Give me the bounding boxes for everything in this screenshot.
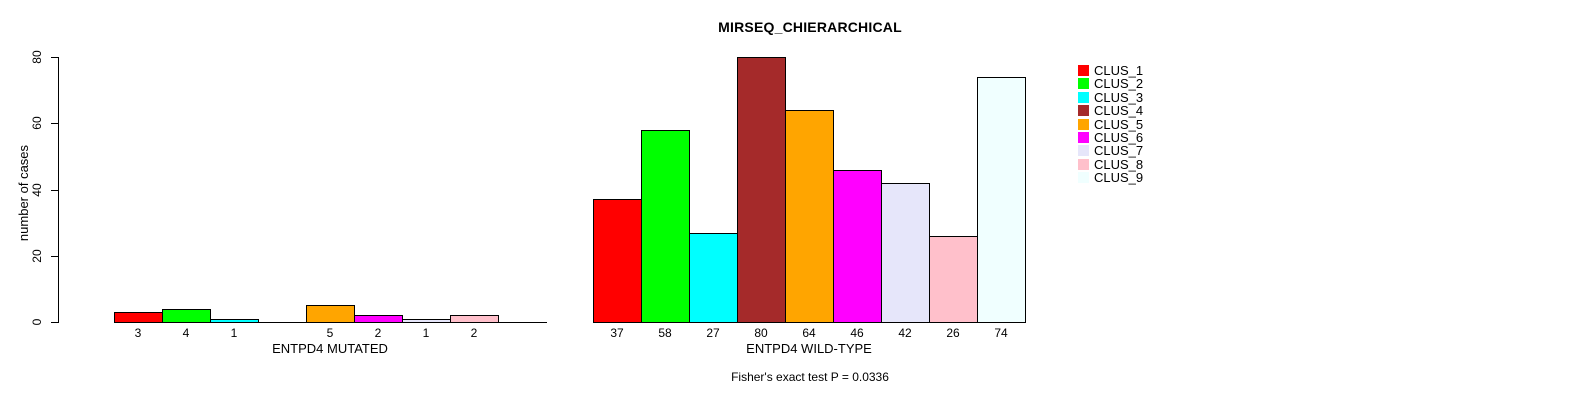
legend-label-clus-8: CLUS_8 <box>1094 157 1144 172</box>
x-axis-group-label-wildtype: ENTPD4 WILD-TYPE <box>746 341 872 356</box>
x-axis-group-label-mutated: ENTPD4 MUTATED <box>272 341 388 356</box>
chart-title: MIRSEQ_CHIERARCHICAL <box>718 19 902 35</box>
bar-value-label: 4 <box>182 326 190 340</box>
legend-swatch-clus-5 <box>1078 119 1089 130</box>
bar-value-label: 74 <box>994 326 1008 340</box>
legend-swatch-clus-4 <box>1078 105 1089 116</box>
bar-mutated-clus-5 <box>306 305 355 323</box>
legend-label-clus-4: CLUS_4 <box>1094 103 1144 118</box>
bar-value-label: 1 <box>230 326 238 340</box>
legend-label-clus-9: CLUS_9 <box>1094 170 1144 185</box>
bar-wildtype-clus-2 <box>641 130 690 323</box>
bar-wildtype-clus-3 <box>689 233 738 323</box>
bar-value-label: 58 <box>658 326 672 340</box>
legend-swatch-clus-1 <box>1078 65 1089 76</box>
bar-value-label: 37 <box>610 326 624 340</box>
y-axis-tick-label: 80 <box>30 50 44 64</box>
legend-label-clus-6: CLUS_6 <box>1094 130 1144 145</box>
legend-swatch-clus-9 <box>1078 172 1089 183</box>
bar-value-label: 46 <box>850 326 864 340</box>
y-axis-tick <box>51 190 58 191</box>
bar-value-label: 42 <box>898 326 912 340</box>
bar-value-label: 64 <box>802 326 816 340</box>
y-axis-tick <box>51 256 58 257</box>
bar-wildtype-clus-9 <box>977 77 1026 323</box>
legend-swatch-clus-6 <box>1078 132 1089 143</box>
bar-wildtype-clus-7 <box>881 183 930 323</box>
y-axis-tick-label: 0 <box>30 318 44 326</box>
y-axis-tick <box>51 57 58 58</box>
y-axis-line <box>58 57 59 323</box>
bar-value-label: 26 <box>946 326 960 340</box>
legend-swatch-clus-2 <box>1078 78 1089 89</box>
bar-mutated-clus-6 <box>354 315 403 323</box>
y-axis-tick-label: 40 <box>30 183 44 197</box>
bar-value-label: 3 <box>134 326 142 340</box>
bar-mutated-clus-3 <box>210 319 259 323</box>
bar-mutated-clus-7 <box>402 319 451 323</box>
legend-label-clus-5: CLUS_5 <box>1094 117 1144 132</box>
legend-label-clus-7: CLUS_7 <box>1094 143 1144 158</box>
bar-wildtype-clus-6 <box>833 170 882 323</box>
bar-value-label: 2 <box>374 326 382 340</box>
y-axis-tick-label: 60 <box>30 116 44 130</box>
bar-wildtype-clus-1 <box>593 199 642 323</box>
y-axis-tick <box>51 123 58 124</box>
bar-mutated-clus-2 <box>162 309 211 323</box>
bar-value-label: 80 <box>754 326 768 340</box>
legend-label-clus-3: CLUS_3 <box>1094 90 1144 105</box>
bar-mutated-clus-8 <box>450 315 499 323</box>
bar-value-label: 1 <box>422 326 430 340</box>
chart-footnote: Fisher's exact test P = 0.0336 <box>731 370 889 384</box>
bar-wildtype-clus-5 <box>785 110 834 323</box>
bar-value-label: 27 <box>706 326 720 340</box>
legend-label-clus-1: CLUS_1 <box>1094 63 1144 78</box>
bar-mutated-clus-1 <box>114 312 163 323</box>
legend-swatch-clus-7 <box>1078 145 1089 156</box>
bar-wildtype-clus-4 <box>737 57 786 323</box>
bar-wildtype-clus-8 <box>929 236 978 323</box>
bar-value-label: 5 <box>326 326 334 340</box>
legend-label-clus-2: CLUS_2 <box>1094 76 1144 91</box>
legend-swatch-clus-3 <box>1078 92 1089 103</box>
bar-value-label: 2 <box>470 326 478 340</box>
legend-swatch-clus-8 <box>1078 159 1089 170</box>
y-axis-tick-label: 20 <box>30 249 44 263</box>
y-axis-label: number of cases <box>16 144 31 242</box>
y-axis-tick <box>51 322 58 323</box>
